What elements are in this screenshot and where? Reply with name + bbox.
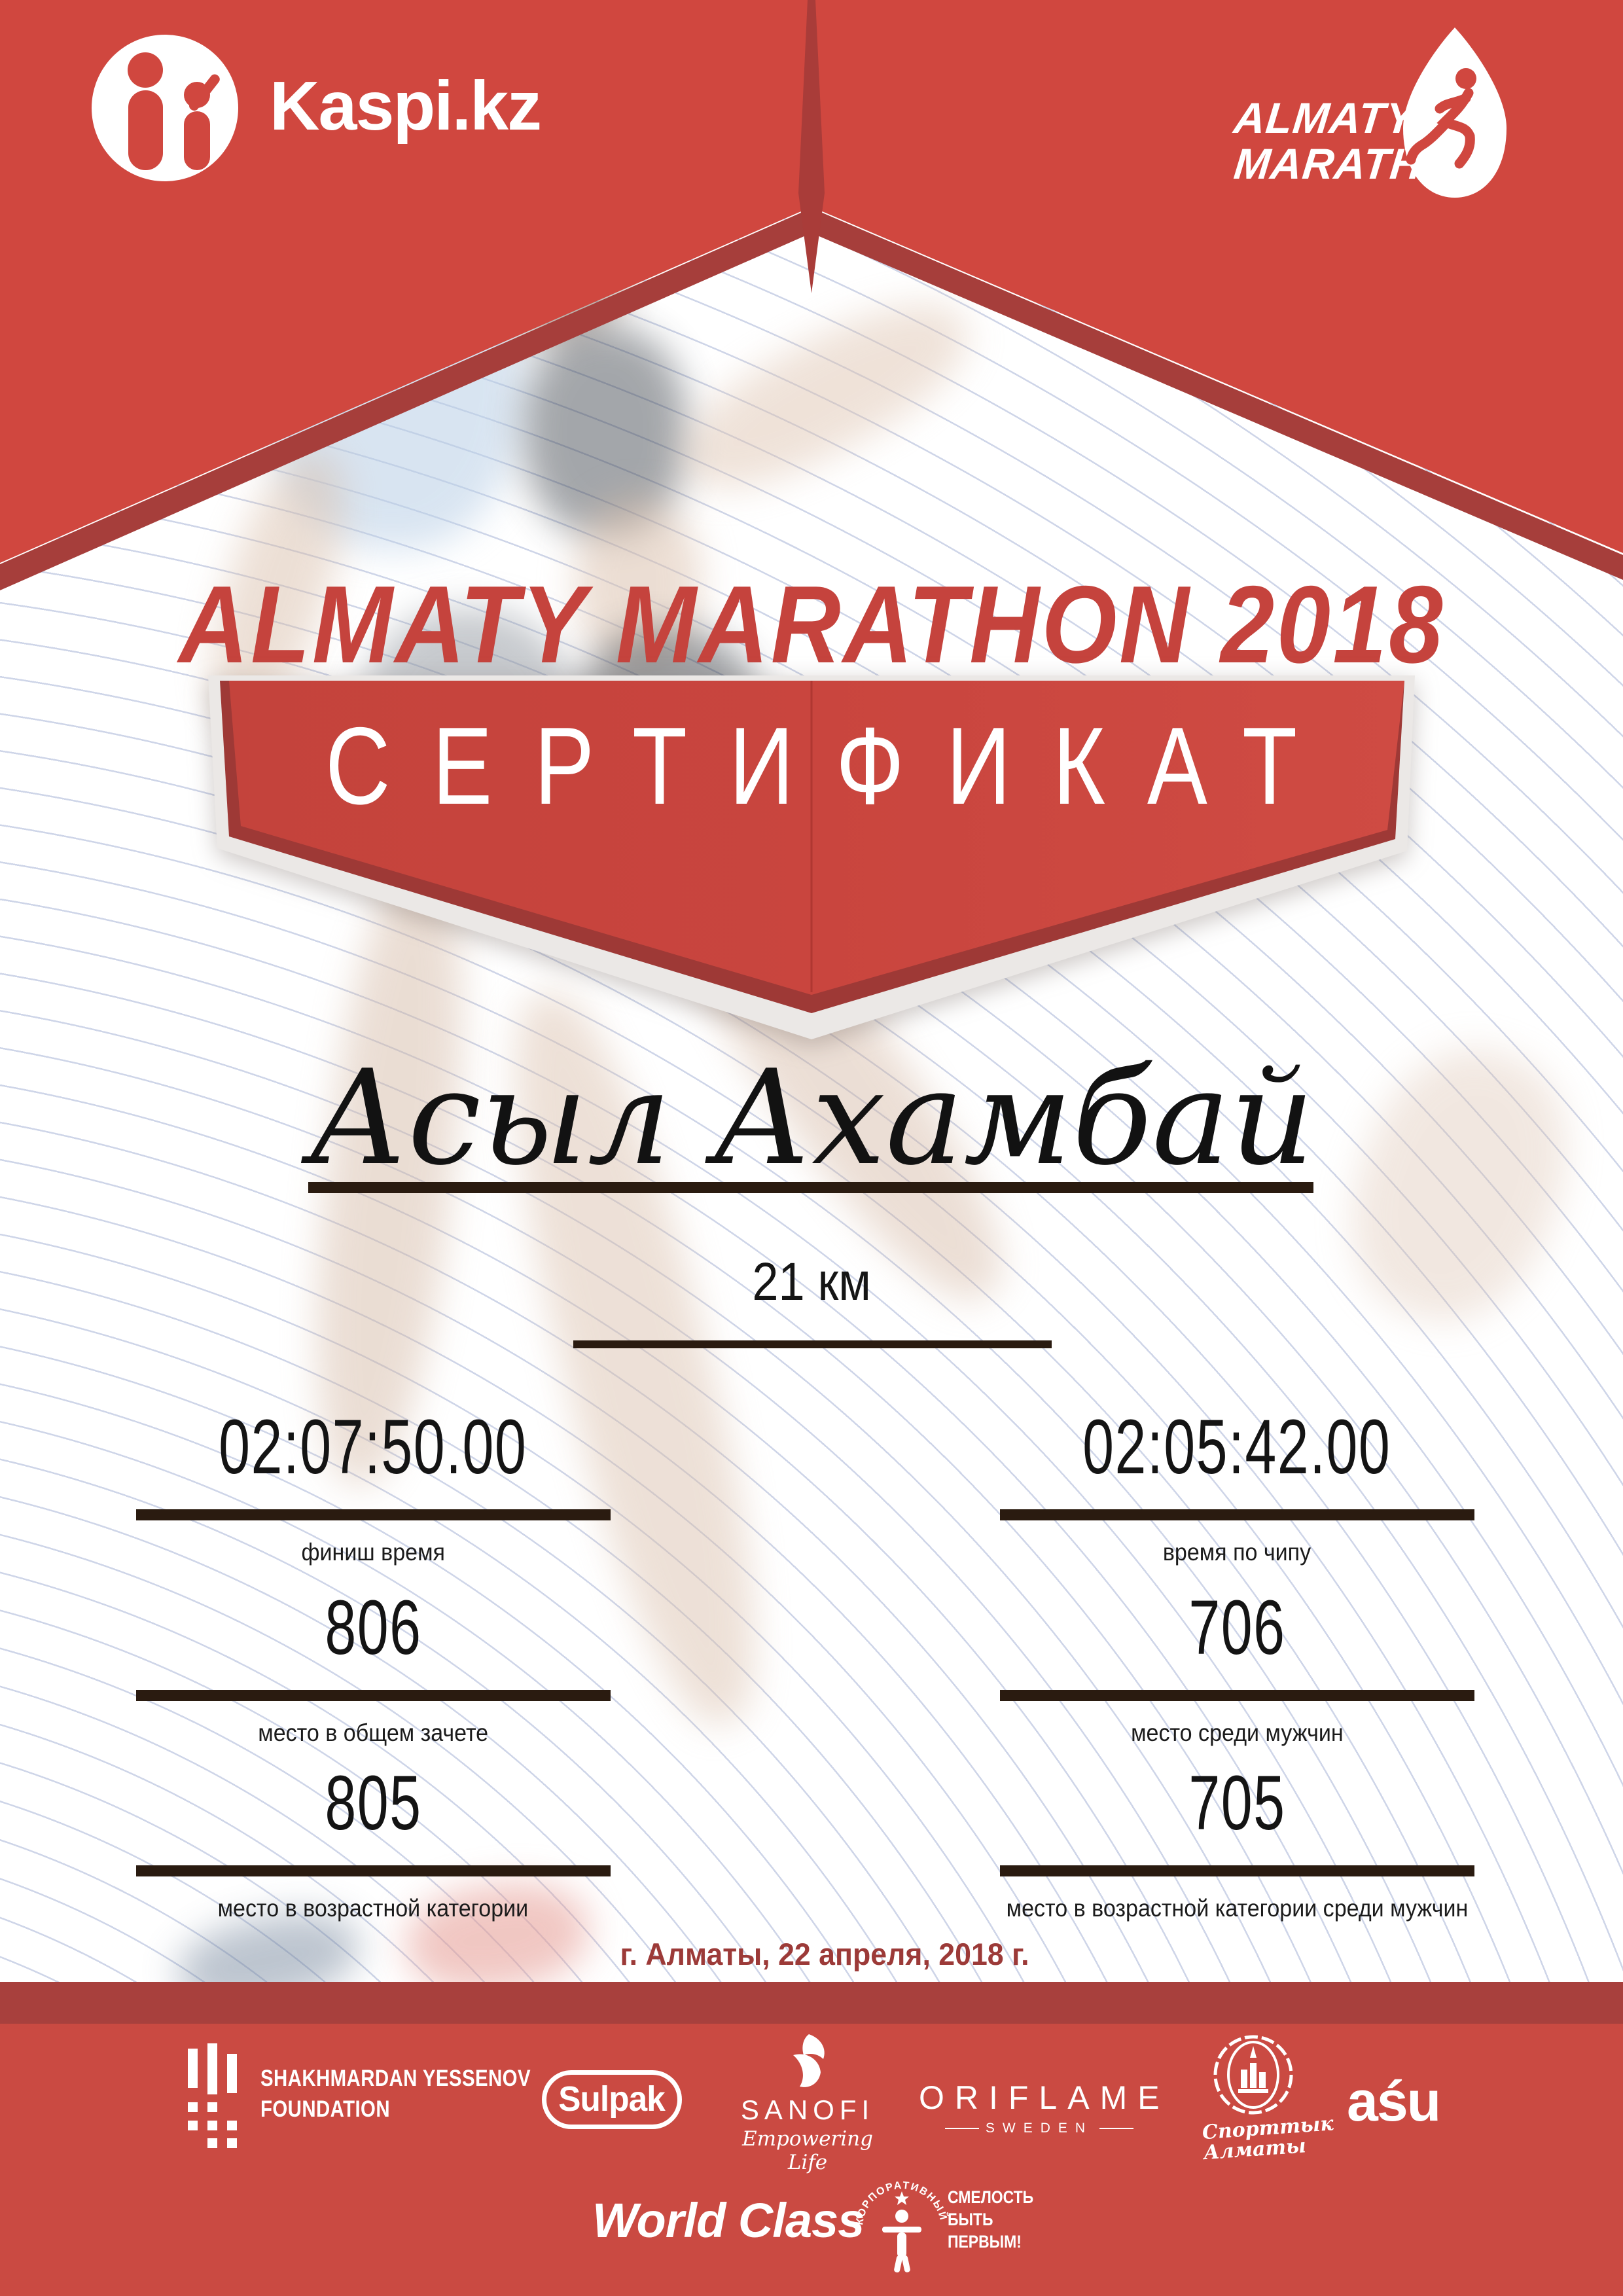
world-class-wordmark: World Class xyxy=(592,2193,865,2248)
courage-fund-slogan: СМЕЛОСТЬ БЫТЬ ПЕРВЫМ! xyxy=(948,2187,1034,2251)
result-rule xyxy=(999,1509,1474,1520)
distance: 21 км xyxy=(752,1252,871,1312)
almaty-marathon-logo-line1: ALMATY xyxy=(1232,94,1418,142)
almaty-marathon-runner-icon xyxy=(1403,27,1507,198)
oriflame-subtext: SWEDEN xyxy=(919,2121,1160,2136)
photo-blob xyxy=(576,497,700,668)
result-rule xyxy=(135,1509,611,1520)
yessenov-foundation-wordmark: SHAKHMARDAN YESSENOV FOUNDATION xyxy=(260,2066,531,2122)
result-age-gender-place: 705 место в возрастной категории среди м… xyxy=(959,1765,1515,1922)
sanofi-tagline: Empowering Life xyxy=(742,2127,873,2174)
sanofi-wordmark: SANOFI xyxy=(740,2094,875,2125)
result-value: 02:07:50.00 xyxy=(219,1404,527,1490)
result-value: 706 xyxy=(1188,1585,1286,1671)
result-overall-place: 806 место в общем зачете xyxy=(95,1589,651,1747)
courage-fund-emblem: КОРПОРАТИВНЫЙ ФОНД xyxy=(851,2165,949,2273)
result-label: место в возрастной категории среди мужчи… xyxy=(1006,1895,1468,1922)
footer-accent-stripe xyxy=(0,1982,1623,2024)
kaspi-wordmark: Kaspi.kz xyxy=(270,67,542,145)
distance-underline xyxy=(573,1340,1052,1348)
result-label: финиш время xyxy=(301,1539,445,1566)
result-rule xyxy=(135,1690,611,1701)
result-value: 705 xyxy=(1188,1760,1286,1846)
participant-name: Асыл Ахамбай xyxy=(308,1042,1315,1194)
result-label: место среди мужчин xyxy=(1130,1719,1344,1746)
result-value: 805 xyxy=(324,1760,422,1846)
result-label: время по чипу xyxy=(1162,1539,1311,1566)
result-chip-time: 02:05:42.00 время по чипу xyxy=(959,1408,1515,1566)
sanofi-bird-icon xyxy=(793,2034,825,2087)
result-age-place: 805 место в возрастной категории xyxy=(95,1765,651,1922)
banner-crease xyxy=(798,0,825,293)
sponsor-footer: SHAKHMARDAN YESSENOV FOUNDATION Sulpak S… xyxy=(0,2024,1623,2296)
result-rule xyxy=(135,1865,611,1876)
oriflame-wordmark: ORIFLAME xyxy=(919,2079,1170,2116)
result-finish-time: 02:07:50.00 финиш время xyxy=(95,1408,651,1566)
result-label: место в общем зачете xyxy=(258,1719,488,1746)
sulpak-logo: Sulpak xyxy=(542,2070,682,2129)
event-title: ALMATY MARATHON 2018 xyxy=(178,563,1445,686)
name-underline xyxy=(308,1182,1313,1193)
result-rule xyxy=(999,1865,1474,1876)
result-value: 806 xyxy=(324,1585,422,1671)
header-banner xyxy=(0,0,1623,590)
sport-almaty-wordmark: Спорттык Алматы xyxy=(1201,2112,1334,2165)
result-gender-place: 706 место среди мужчин xyxy=(959,1589,1515,1747)
asu-wordmark: aśu xyxy=(1347,2070,1441,2133)
result-value: 02:05:42.00 xyxy=(1082,1404,1391,1490)
kaspi-logo-icon xyxy=(92,35,238,181)
result-rule xyxy=(999,1690,1474,1701)
result-label: место в возрастной категории xyxy=(217,1895,529,1922)
certificate-pennant xyxy=(208,675,1415,1039)
date-location: г. Алматы, 22 апреля, 2018 г. xyxy=(620,1937,1029,1971)
yessenov-foundation-icon xyxy=(188,2043,237,2148)
certificate-title: СЕРТИФИКАТ xyxy=(325,704,1340,827)
sport-almaty-emblem xyxy=(1213,2035,1293,2115)
